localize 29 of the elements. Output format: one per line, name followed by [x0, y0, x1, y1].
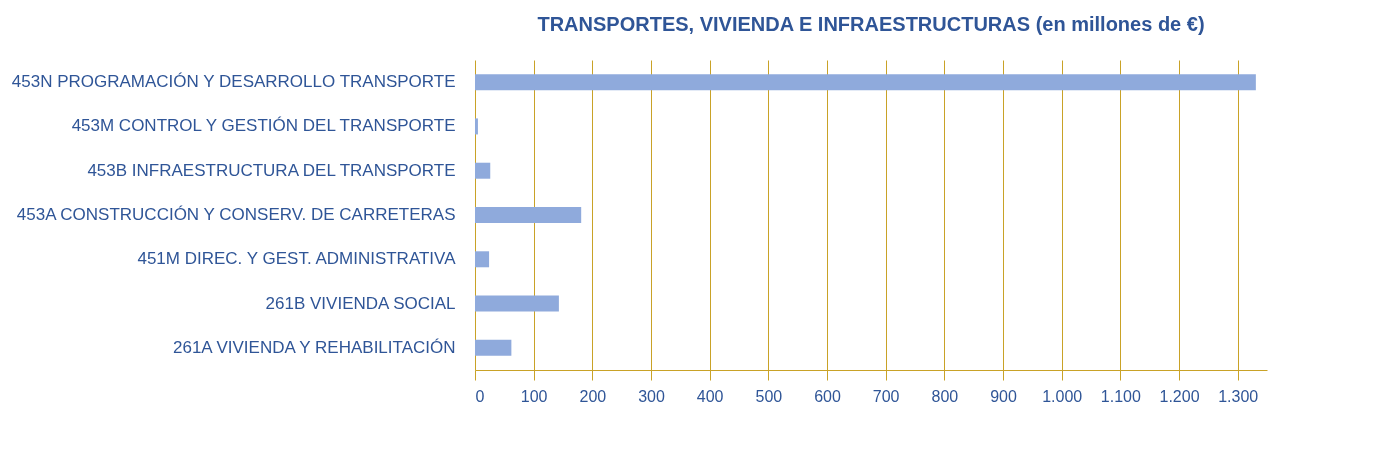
- x-tick-label: 1.200: [1159, 387, 1200, 405]
- y-tick-label: 451M DIREC. Y GEST. ADMINISTRATIVA: [137, 249, 457, 269]
- x-tick-label: 400: [696, 387, 724, 405]
- bar: [475, 74, 1256, 91]
- y-tick-label: 453M CONTROL Y GESTIÓN DEL TRANSPORTE: [71, 116, 456, 136]
- x-tick-label: 900: [990, 387, 1017, 405]
- bar: [475, 162, 491, 179]
- chart-title: TRANSPORTES, VIVIENDA E INFRAESTRUCTURAS (en millones de €): [537, 13, 1205, 35]
- x-tick-label: 0: [475, 387, 485, 405]
- y-tick-label: 453B INFRAESTRUCTURA DEL TRANSPORTE: [87, 160, 456, 180]
- x-tick-label: 1.000: [1042, 387, 1083, 405]
- x-tick-label: 1.100: [1100, 387, 1141, 405]
- x-tick-label: 100: [520, 387, 548, 405]
- y-tick-label: 453N PROGRAMACIÓN Y DESARROLLO TRANSPORTE: [11, 72, 456, 92]
- x-tick-label: 600: [814, 387, 841, 405]
- bar: [475, 207, 582, 223]
- x-tick-label: 1.300: [1218, 387, 1259, 405]
- x-tick-label: 300: [638, 387, 665, 405]
- x-tick-label: 200: [579, 387, 607, 405]
- bar: [475, 251, 490, 268]
- y-tick-label: 261A VIVIENDA Y REHABILITACIÓN: [172, 337, 456, 357]
- bar: [475, 339, 512, 356]
- x-tick-label: 800: [931, 387, 959, 405]
- bar: [475, 118, 478, 135]
- y-tick-label: 453A CONSTRUCCIÓN Y CONSERV. DE CARRETERAS: [16, 205, 456, 224]
- x-tick-label: 500: [755, 387, 783, 405]
- y-tick-label: 261B VIVIENDA SOCIAL: [265, 293, 456, 313]
- x-tick-label: 700: [872, 387, 900, 405]
- bar: [475, 295, 559, 312]
